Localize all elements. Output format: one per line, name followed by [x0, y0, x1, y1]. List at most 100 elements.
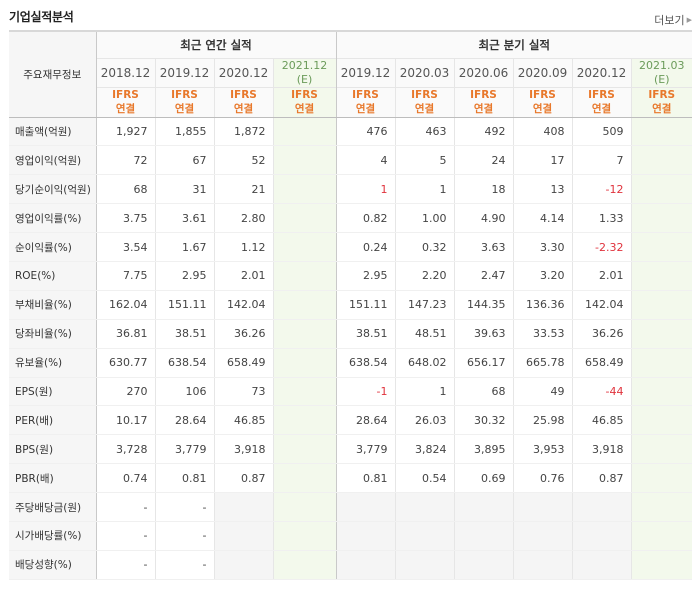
quarter-value-cell: 648.02 [394, 348, 454, 378]
estimate-mark: (E) [296, 72, 313, 86]
annual-value-cell: 1.12 [213, 232, 273, 262]
annual-value-cell [213, 492, 273, 522]
quarter-estimate-cell [630, 463, 692, 494]
quarter-value-cell: 4.90 [453, 203, 513, 234]
quarter-value-cell [394, 521, 454, 551]
annual-value-cell: 1,855 [154, 117, 214, 147]
ifrs-label: IFRS [588, 89, 615, 101]
quarter-value-cell: 24 [453, 145, 513, 176]
section-title: 기업실적분석 [9, 10, 74, 24]
ifrs-label: IFRS [411, 89, 438, 101]
annual-estimate-cell [272, 203, 336, 234]
quarter-value-cell: 3,824 [394, 434, 454, 465]
annual-value-cell: 630.77 [95, 348, 155, 378]
consolidated-label: 연결 [115, 103, 136, 115]
row-label: 순이익률(%) [9, 232, 96, 262]
annual-value-cell: 142.04 [213, 289, 273, 320]
table-body: 매출액(억원) 1,927 1,855 1,872 476 463 492 408 509 영업이… [9, 117, 692, 580]
annual-value-cell: 52 [213, 145, 273, 176]
row-label: 유보율(%) [9, 348, 96, 378]
quarter-value-cell: 4.14 [512, 203, 572, 234]
table-row: 시가배당률(%) - - [9, 521, 692, 551]
quarter-estimate-cell [630, 434, 692, 465]
quarter-estimate-cell [630, 492, 692, 522]
quarter-estimate-cell [630, 117, 692, 147]
quarter-value-cell: -2.32 [571, 232, 631, 262]
annual-value-cell: 21 [213, 174, 273, 205]
annual-value-cell: 72 [95, 145, 155, 176]
quarter-value-cell: 3.20 [512, 261, 572, 291]
annual-value-cell: 638.54 [154, 348, 214, 378]
consolidated-label: 연결 [233, 103, 254, 115]
ifrs-label: IFRS [112, 89, 139, 101]
quarter-value-cell: 1.33 [571, 203, 631, 234]
table-row: BPS(원) 3,728 3,779 3,918 3,779 3,824 3,895 3,95… [9, 434, 692, 465]
annual-value-cell: 1,872 [213, 117, 273, 147]
row-label: 당좌비율(%) [9, 319, 96, 349]
consolidated-label: 연결 [473, 103, 494, 115]
quarter-value-cell: 36.26 [571, 319, 631, 349]
quarter-value-cell: 1.00 [394, 203, 454, 234]
quarter-value-cell [394, 492, 454, 522]
quarter-value-cell: 151.11 [335, 289, 395, 320]
estimate-mark: (E) [653, 72, 670, 86]
ifrs-label: IFRS [352, 89, 379, 101]
more-link[interactable]: 더보기 ▶ [654, 12, 692, 28]
row-header-label: 주요재무정보 [9, 30, 96, 118]
annual-value-cell [213, 521, 273, 551]
quarter-value-cell: 658.49 [571, 348, 631, 378]
estimate-period-header: 2021.03 (E) [630, 57, 692, 87]
quarter-value-cell: 3,895 [453, 434, 513, 465]
quarter-value-cell: 25.98 [512, 405, 572, 436]
annual-value-cell: 7.75 [95, 261, 155, 291]
ifrs-badge: IFRS 연결 [95, 86, 155, 118]
ifrs-badge: IFRS 연결 [154, 86, 214, 118]
annual-value-cell: 3,728 [95, 434, 155, 465]
annual-value-cell: 106 [154, 376, 214, 407]
quarter-value-cell [394, 550, 454, 580]
period-row: 2018.12 2019.12 2020.12 2021.12 (E) 2019.12 20… [9, 57, 692, 87]
more-label[interactable]: 더보기 [654, 14, 685, 27]
annual-value-cell: 3.54 [95, 232, 155, 262]
annual-value-cell: 31 [154, 174, 214, 205]
quarter-value-cell: 3.63 [453, 232, 513, 262]
quarter-value-cell: 38.51 [335, 319, 395, 349]
table-row: 영업이익률(%) 3.75 3.61 2.80 0.82 1.00 4.90 4.14 1.33 [9, 203, 692, 234]
quarter-value-cell: 2.01 [571, 261, 631, 291]
quarter-value-cell: 30.32 [453, 405, 513, 436]
quarter-value-cell: 638.54 [335, 348, 395, 378]
quarter-value-cell [512, 521, 572, 551]
annual-value-cell: - [95, 492, 155, 522]
ifrs-label: IFRS [171, 89, 198, 101]
annual-value-cell: 3,779 [154, 434, 214, 465]
consolidated-label: 연결 [414, 103, 435, 115]
consolidated-label: 연결 [591, 103, 612, 115]
quarter-value-cell: 463 [394, 117, 454, 147]
annual-value-cell: 2.01 [213, 261, 273, 291]
ifrs-badge: IFRS 연결 [394, 86, 454, 118]
table-row: 배당성향(%) - - [9, 550, 692, 580]
annual-value-cell: 0.87 [213, 463, 273, 494]
annual-value-cell: - [95, 550, 155, 580]
annual-estimate-cell [272, 289, 336, 320]
quarter-value-cell [453, 521, 513, 551]
quarter-estimate-cell [630, 203, 692, 234]
quarter-value-cell: 3,953 [512, 434, 572, 465]
table-row: 당기순이익(억원) 68 31 21 1 1 18 13 -12 [9, 174, 692, 205]
quarter-estimate-cell [630, 289, 692, 320]
quarter-value-cell: 2.95 [335, 261, 395, 291]
period-header: 2018.12 [95, 57, 155, 87]
quarter-estimate-cell [630, 232, 692, 262]
annual-value-cell: 3.61 [154, 203, 214, 234]
ifrs-badge: IFRS 연결 [213, 86, 273, 118]
annual-value-cell: 0.74 [95, 463, 155, 494]
quarter-value-cell [512, 550, 572, 580]
quarter-value-cell: 5 [394, 145, 454, 176]
quarter-value-cell: 0.24 [335, 232, 395, 262]
annual-estimate-cell [272, 348, 336, 378]
quarter-estimate-cell [630, 405, 692, 436]
quarter-value-cell [571, 550, 631, 580]
quarter-estimate-cell [630, 174, 692, 205]
annual-value-cell: - [154, 550, 214, 580]
quarter-value-cell: 28.64 [335, 405, 395, 436]
